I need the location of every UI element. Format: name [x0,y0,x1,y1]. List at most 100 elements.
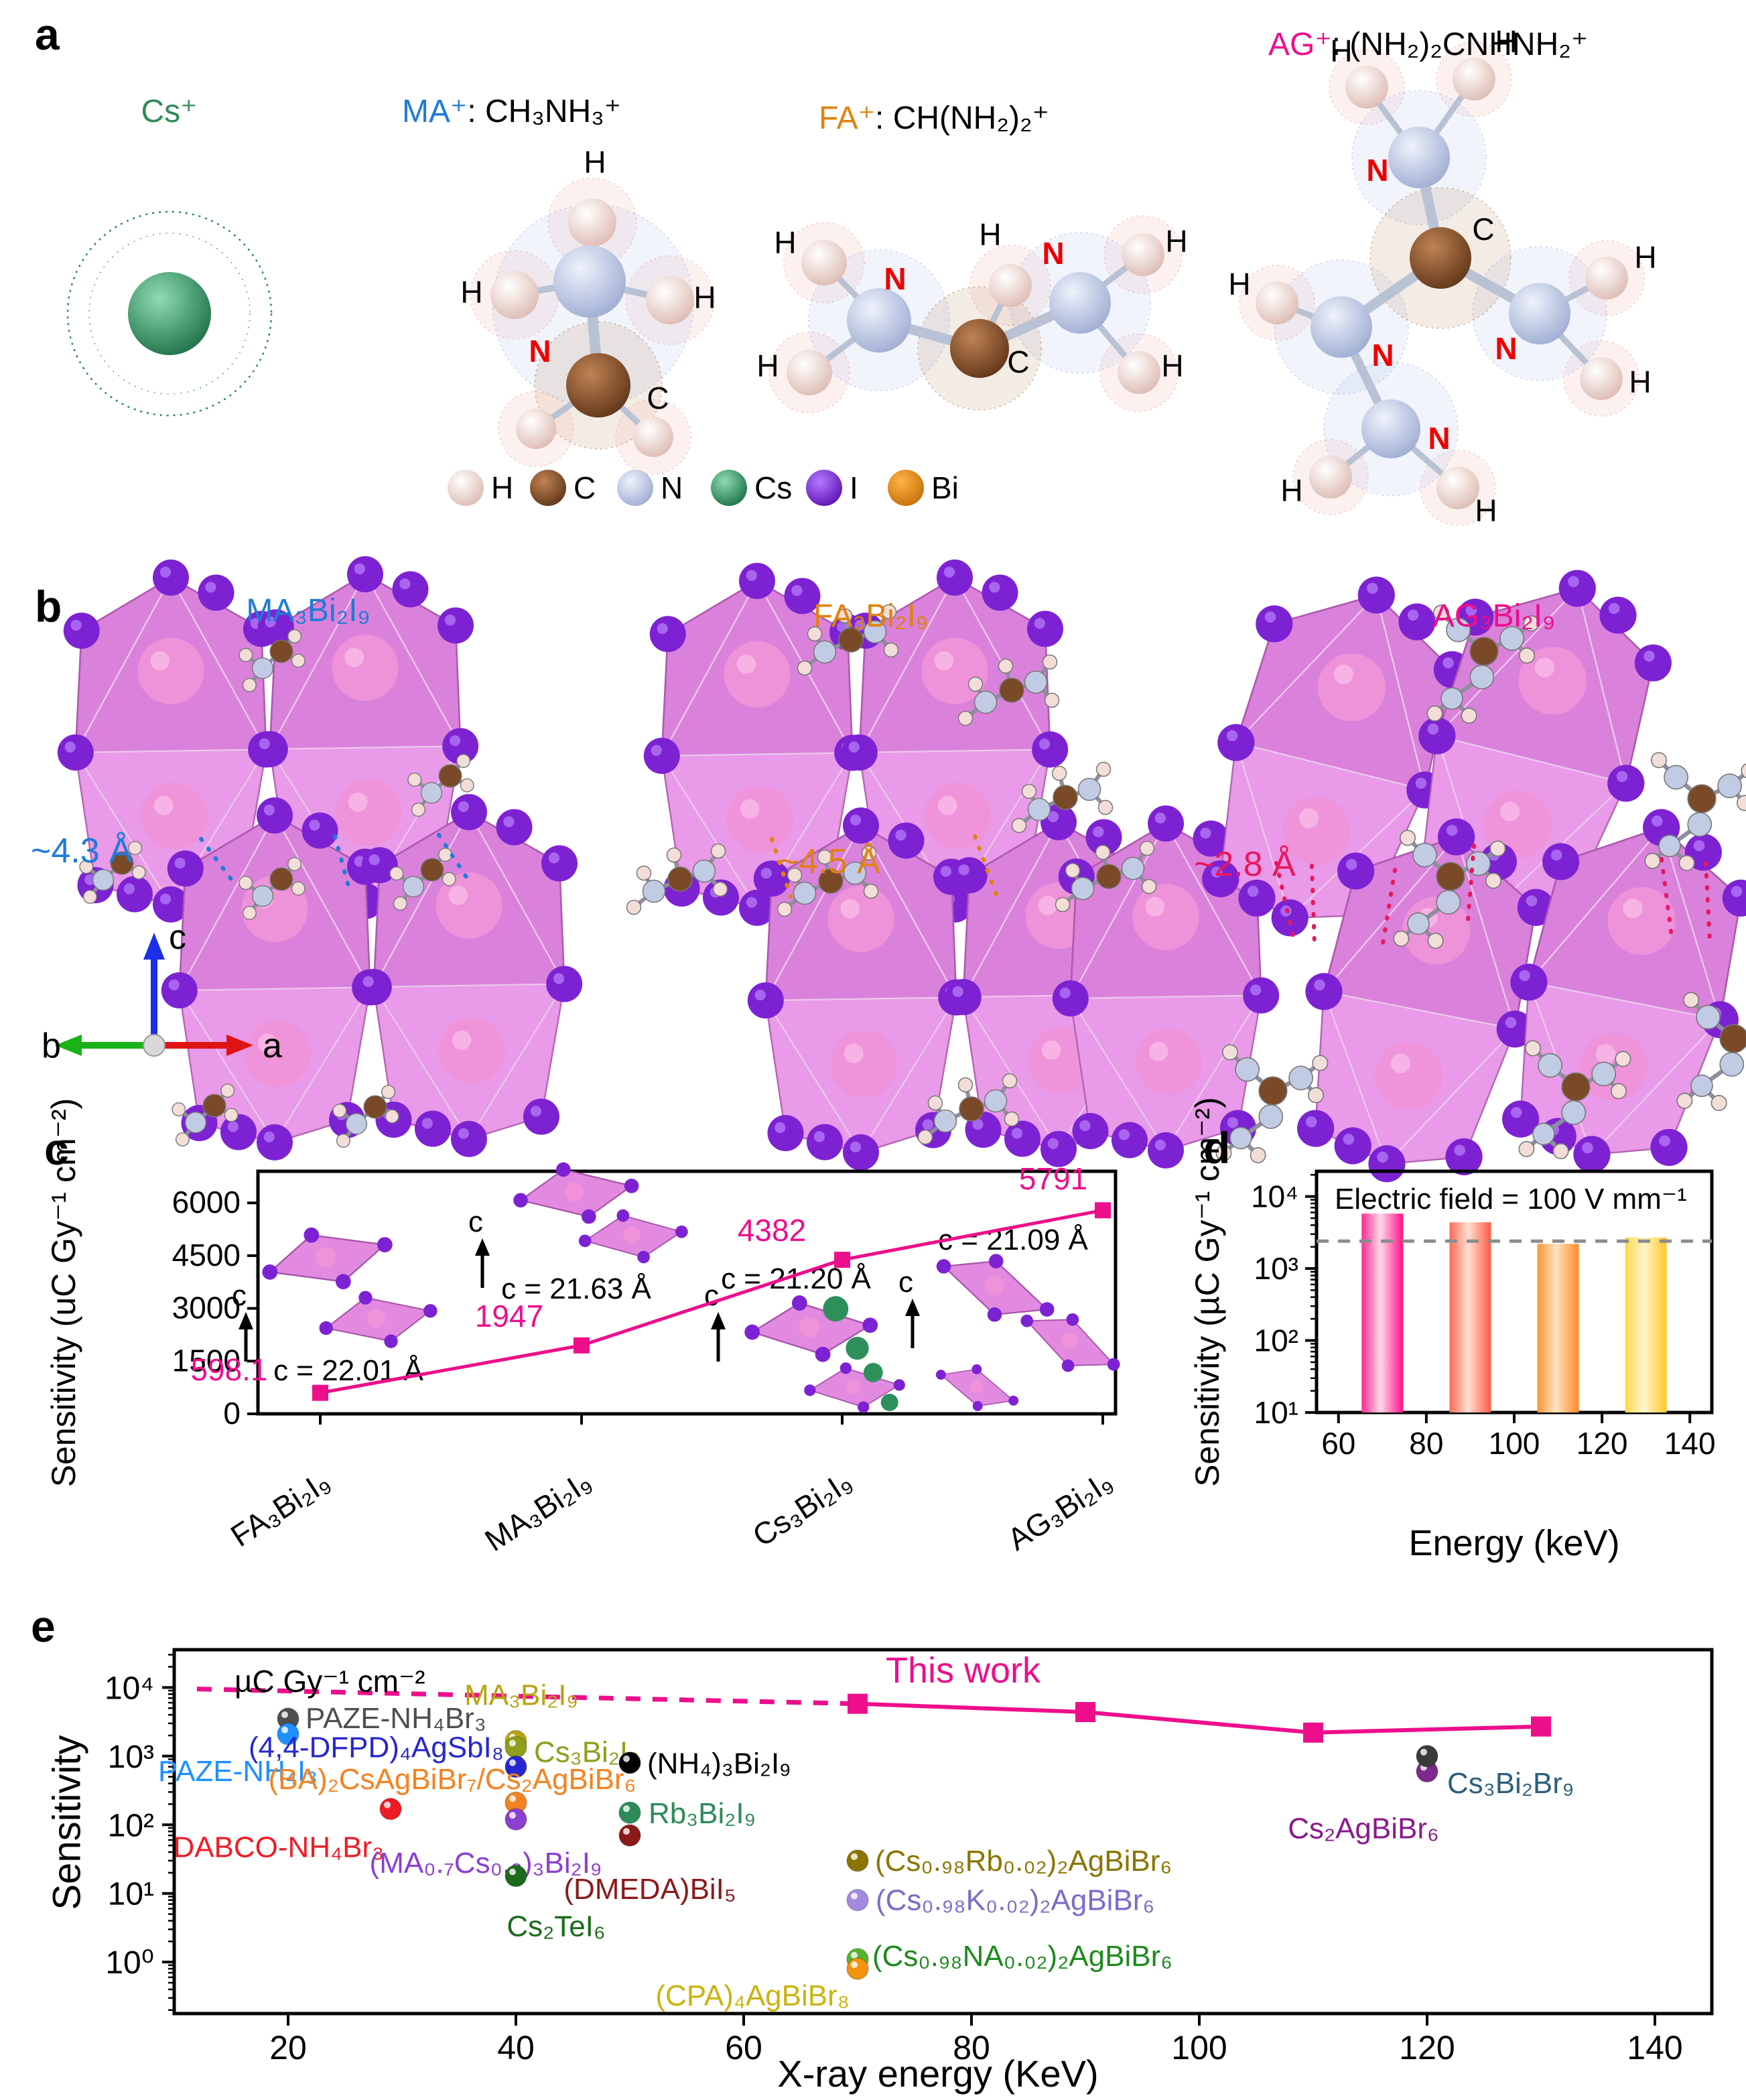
this-work-marker [1075,1702,1095,1723]
polyhedron-edge [962,822,1059,998]
iodine-highlight [1118,1129,1130,1140]
inset-c-letter: c [468,1205,483,1238]
polyhedron-edge [269,745,461,750]
scatter-highlight [851,1892,858,1900]
y-tick-label: 6000 [172,1185,241,1220]
halo-ring [808,249,950,391]
iodine-highlight [746,897,757,908]
atom [666,847,682,863]
atom [989,264,1032,307]
iodine-highlight [940,866,951,877]
atom [1051,765,1067,781]
polyhedron-edge [178,990,275,1143]
y-tick-label: 10² [108,1808,154,1843]
ma-plus-symbol: MA⁺ [402,94,468,129]
inset-crystal [1020,1313,1120,1372]
inset-iodine [1107,1358,1120,1371]
iodine-highlight [421,1118,433,1129]
atom [239,648,253,663]
bi-highlight [934,651,954,671]
atom-letter-h: H [1330,34,1352,68]
polyhedron-edge [75,748,267,754]
atom [411,802,425,817]
panel-d-xlabel: Energy (keV) [1408,1523,1620,1563]
atom [131,865,146,880]
panel-a-label: a [35,9,60,59]
atom [184,1112,207,1134]
iodine-highlight [368,854,380,866]
atom [1288,1065,1314,1091]
atom-letter-c: C [647,381,669,415]
atom [1523,615,1540,632]
inset-iodine [972,1400,983,1411]
atom [1049,272,1111,334]
atom [363,1095,387,1119]
scatter-highlight [384,1801,391,1809]
iodine-highlight [1154,812,1166,824]
hydrogen-bond-dots [333,834,350,888]
atom [843,861,867,885]
atom [381,1085,396,1100]
atom [646,276,694,324]
cation-title-ag: AG⁺: (NH₂)₂CNHNH₂⁺ [1268,25,1588,63]
x-tick-label: AG₃Bi₂I₉ [1001,1464,1118,1557]
atom [1235,1057,1260,1082]
atom [175,1132,190,1146]
iodine-highlight [1415,777,1427,789]
panel-e-xlabel: X-ray energy (KeV) [777,2052,1099,2095]
iodine-highlight [1651,815,1663,827]
iodine-atom [347,556,383,592]
iodine-highlight [259,738,270,749]
iodine-highlight [1079,1120,1091,1131]
organic-molecule [1011,761,1114,834]
organic-molecule [1676,992,1746,1112]
iodine-atom [1517,889,1554,926]
iodine-highlight [989,582,1000,593]
bi-highlight [153,795,174,815]
iodine-highlight [174,858,186,869]
b-axis-letter: b [42,1027,61,1065]
inset-iodine [624,1179,639,1193]
c-axis-letter: c [169,918,186,957]
panel-b-art: c b a [42,556,1746,1183]
bi-highlight [1499,801,1520,822]
inset-iodine [987,1307,1002,1322]
atom [251,657,274,679]
hydrogen-bond-dots [1274,861,1296,943]
legend-label-n: N [661,470,683,505]
x-tick-label: 100 [1171,2029,1227,2066]
atom [1524,1040,1541,1057]
atom-letter-c: C [1007,344,1029,379]
iodine-atom [841,734,878,771]
x-tick-label: 60 [1321,1426,1355,1461]
scatter-point [618,1751,641,1774]
iodine-highlight [943,566,955,578]
line-marker [312,1384,328,1401]
atom [110,851,134,875]
iodine-highlight [458,801,469,812]
atom [793,881,817,905]
this-work-marker [848,1693,868,1714]
organic-molecule [332,1085,399,1148]
iodine-highlight [958,864,969,876]
bi-atom [335,779,401,846]
polyhedron-edge [468,983,565,1140]
iodine-atom [546,966,583,1002]
iodine-highlight [972,1118,984,1130]
inset-iodine [637,1250,650,1264]
iodine-highlight [1227,1117,1238,1128]
inset-iodine [262,1264,278,1280]
atom [1053,785,1078,810]
bi-atom [137,638,204,704]
scatter-highlight [281,1726,288,1733]
y-tick-label: 0 [223,1396,241,1431]
atom [172,1102,186,1117]
bi-highlight [937,795,957,815]
y-tick-label: 10³ [1254,1251,1298,1286]
iodine-highlight [263,804,275,815]
bar [1537,1244,1579,1413]
y-tick-label: 10¹ [1254,1395,1298,1430]
iodine-atom [888,822,925,859]
atom [1436,890,1461,915]
atom [636,865,652,881]
